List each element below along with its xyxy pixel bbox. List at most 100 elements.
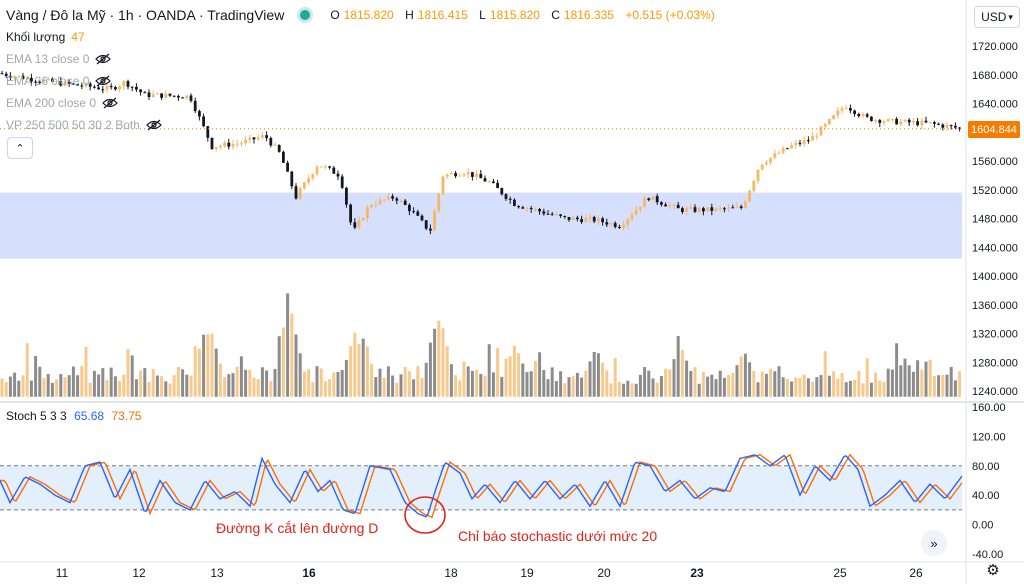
candle-body bbox=[588, 217, 592, 219]
ema200-legend[interactable]: EMA 200 close 0 bbox=[6, 96, 118, 110]
candle-body bbox=[933, 122, 936, 124]
volume-bar bbox=[407, 371, 411, 397]
volume-bar bbox=[676, 336, 680, 397]
candle-body bbox=[752, 180, 756, 191]
volume-bar bbox=[735, 365, 739, 397]
candle-body bbox=[80, 85, 84, 87]
candle-body bbox=[542, 211, 546, 214]
volume-bar bbox=[50, 382, 54, 397]
candle-body bbox=[143, 92, 147, 94]
volume-bar bbox=[227, 374, 231, 397]
time-tick-label: 11 bbox=[56, 566, 69, 580]
eye-hidden-icon[interactable] bbox=[146, 119, 162, 131]
volume-bar bbox=[790, 381, 794, 397]
volume-bar bbox=[895, 343, 899, 397]
candle-body bbox=[693, 207, 697, 212]
candle-body bbox=[458, 175, 462, 177]
candle-body bbox=[147, 92, 151, 97]
candle-body bbox=[0, 73, 4, 75]
candle-body bbox=[315, 166, 319, 175]
price-tick-label: 1280.000 bbox=[972, 357, 1018, 369]
volume-bar bbox=[865, 358, 869, 397]
volume-bar bbox=[487, 344, 491, 397]
scroll-to-realtime-button[interactable]: » bbox=[921, 530, 947, 556]
volume-bar bbox=[399, 374, 403, 397]
candle-body bbox=[559, 214, 562, 216]
candle-body bbox=[765, 162, 768, 165]
candle-body bbox=[651, 196, 655, 201]
volume-bar bbox=[920, 369, 924, 397]
eye-hidden-icon[interactable] bbox=[95, 53, 112, 65]
volume-bar bbox=[575, 372, 579, 397]
volume-bar bbox=[941, 374, 945, 397]
volume-bar bbox=[571, 376, 575, 397]
candle-body bbox=[13, 76, 16, 78]
volume-bar bbox=[176, 367, 180, 397]
candle-body bbox=[42, 80, 46, 83]
ema13-legend[interactable]: EMA 13 close 0 bbox=[6, 52, 112, 66]
candle-body bbox=[689, 207, 693, 209]
volume-bar bbox=[739, 356, 743, 397]
candle-body bbox=[794, 142, 798, 146]
candle-body bbox=[920, 120, 924, 126]
candle-body bbox=[870, 116, 873, 121]
volume-bar bbox=[59, 374, 63, 397]
volume-bar bbox=[773, 371, 777, 397]
volume-bar bbox=[105, 380, 109, 397]
volume-legend[interactable]: Khối lượng 47 bbox=[6, 30, 85, 44]
volume-bar bbox=[491, 372, 495, 397]
candle-body bbox=[332, 167, 336, 174]
volume-bar bbox=[395, 382, 399, 397]
candle-body bbox=[958, 127, 961, 129]
volume-bar bbox=[521, 363, 525, 397]
symbol-title[interactable]: Vàng / Đô la Mỹ · 1h · OANDA · TradingVi… bbox=[6, 7, 285, 23]
stoch-legend[interactable]: Stoch 5 3 3 65.68 73.75 bbox=[6, 409, 141, 423]
volume-bar bbox=[886, 368, 890, 397]
candle-body bbox=[462, 174, 466, 176]
volume-bar bbox=[122, 374, 126, 397]
eye-hidden-icon[interactable] bbox=[102, 97, 118, 109]
candle-body bbox=[853, 110, 856, 115]
volume-bar bbox=[848, 380, 852, 397]
candle-body bbox=[500, 188, 504, 195]
volume-bar bbox=[664, 368, 668, 397]
chevron-up-icon: ⌃ bbox=[15, 142, 25, 155]
volume-bar bbox=[155, 375, 159, 397]
stoch-tick-label: 40.00 bbox=[972, 490, 1000, 502]
price-tick-label: 1720.000 bbox=[972, 41, 1018, 53]
volume-bar bbox=[168, 383, 172, 397]
eye-hidden-icon[interactable] bbox=[95, 75, 112, 87]
collapse-legend-button[interactable]: ⌃ bbox=[7, 137, 33, 159]
vp-legend[interactable]: VP 250 500 50 30 2 Both bbox=[6, 118, 162, 132]
annotation-circle bbox=[404, 496, 446, 534]
candle-body bbox=[735, 206, 739, 208]
volume-bar bbox=[689, 370, 693, 397]
volume-bar bbox=[764, 373, 768, 397]
candle-body bbox=[4, 73, 8, 76]
ema13-label: EMA 13 close 0 bbox=[6, 52, 90, 66]
volume-bar bbox=[42, 378, 46, 397]
candle-body bbox=[912, 121, 915, 123]
candle-body bbox=[340, 176, 344, 188]
volume-bar bbox=[151, 369, 155, 397]
volume-bar bbox=[500, 376, 504, 397]
price-tick-label: 1440.000 bbox=[972, 242, 1018, 254]
candle-body bbox=[349, 204, 352, 223]
candle-body bbox=[882, 121, 886, 123]
candle-body bbox=[210, 137, 214, 150]
volume-bar bbox=[391, 375, 395, 397]
candle-body bbox=[256, 137, 260, 140]
candle-body bbox=[294, 186, 298, 199]
volume-bar bbox=[374, 377, 378, 397]
symbol-legend[interactable]: Vàng / Đô la Mỹ · 1h · OANDA · TradingVi… bbox=[6, 7, 719, 23]
volume-bar bbox=[630, 383, 634, 397]
currency-select[interactable]: USD ▾ bbox=[974, 6, 1020, 28]
volume-bar bbox=[113, 376, 117, 397]
ema26-legend[interactable]: EMA 26 close 0 bbox=[6, 74, 112, 88]
volume-bar bbox=[601, 362, 605, 397]
volume-bar bbox=[336, 371, 340, 397]
gear-icon[interactable]: ⚙ bbox=[986, 562, 1000, 579]
candle-body bbox=[777, 152, 781, 154]
volume-bar bbox=[609, 383, 613, 397]
